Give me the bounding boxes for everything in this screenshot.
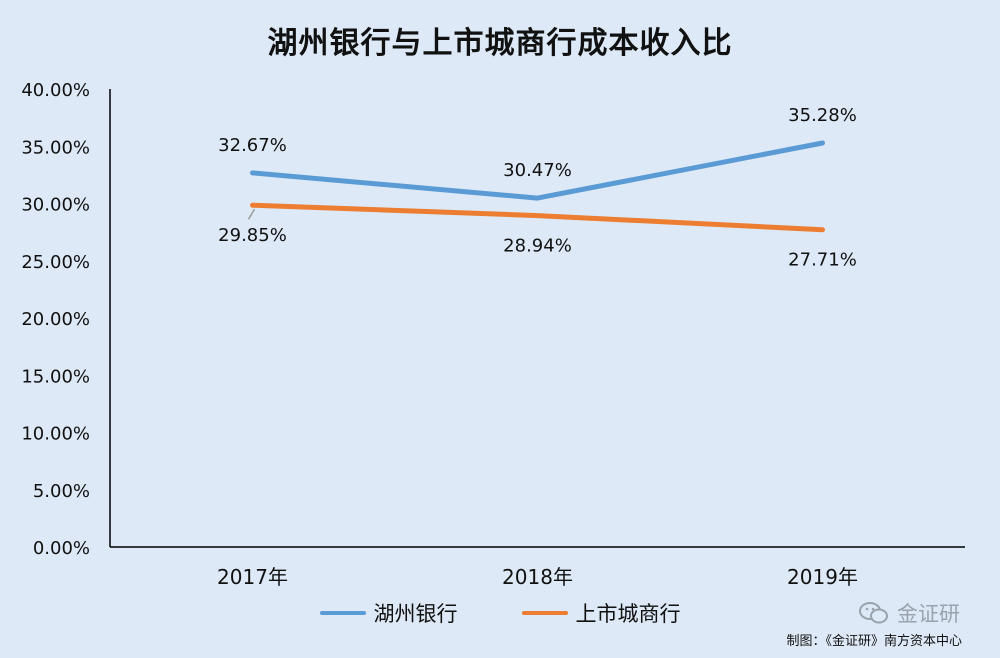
y-tick-label: 40.00% — [21, 80, 90, 101]
data-labels: 32.67% 30.47% 35.28% 29.85% 28.94% 27.71% — [218, 105, 857, 271]
y-tick-label: 10.00% — [21, 424, 90, 445]
y-tick-label: 20.00% — [21, 309, 90, 330]
y-tick-label: 25.00% — [21, 252, 90, 273]
data-label: 30.47% — [503, 160, 572, 181]
data-label: 28.94% — [503, 236, 572, 257]
legend-item-huzhou: 湖州银行 — [319, 598, 458, 628]
legend-label-huzhou: 湖州银行 — [373, 602, 458, 626]
x-tick-label: 2017年 — [217, 565, 288, 589]
y-axis: 0.00% 5.00% 10.00% 15.00% 20.00% 25.00% 30.00%… — [21, 80, 111, 559]
series-lines — [250, 140, 825, 233]
data-label-leader — [247, 208, 256, 220]
legend: 湖州银行 上市城商行 — [0, 598, 1000, 628]
y-tick-label: 5.00% — [33, 481, 90, 502]
data-label: 35.28% — [788, 105, 857, 126]
legend-label-listed: 上市城商行 — [575, 602, 681, 626]
data-label: 32.67% — [218, 135, 287, 156]
watermark-text: 金证研 — [897, 602, 960, 626]
legend-swatch-huzhou — [319, 611, 366, 615]
chart-title: 湖州银行与上市城商行成本收入比 — [267, 26, 733, 61]
series-line-listed — [250, 202, 825, 233]
y-tick-label: 35.00% — [21, 137, 90, 158]
legend-swatch-listed — [521, 611, 568, 615]
x-tick-label: 2019年 — [787, 565, 858, 589]
wechat-icon — [859, 602, 888, 624]
y-tick-label: 0.00% — [33, 538, 90, 559]
credit-text: 制图：《金证研》南方资本中心 — [786, 634, 962, 649]
x-tick-label: 2018年 — [502, 565, 573, 589]
data-label: 27.71% — [788, 250, 857, 271]
watermark: 金证研 — [859, 598, 960, 628]
y-tick-label: 15.00% — [21, 366, 90, 387]
legend-item-listed: 上市城商行 — [521, 598, 681, 628]
y-tick-label: 30.00% — [21, 195, 90, 216]
series-line-huzhou — [250, 140, 825, 201]
x-axis: 2017年 2018年 2019年 — [110, 546, 965, 589]
data-label: 29.85% — [218, 225, 287, 246]
